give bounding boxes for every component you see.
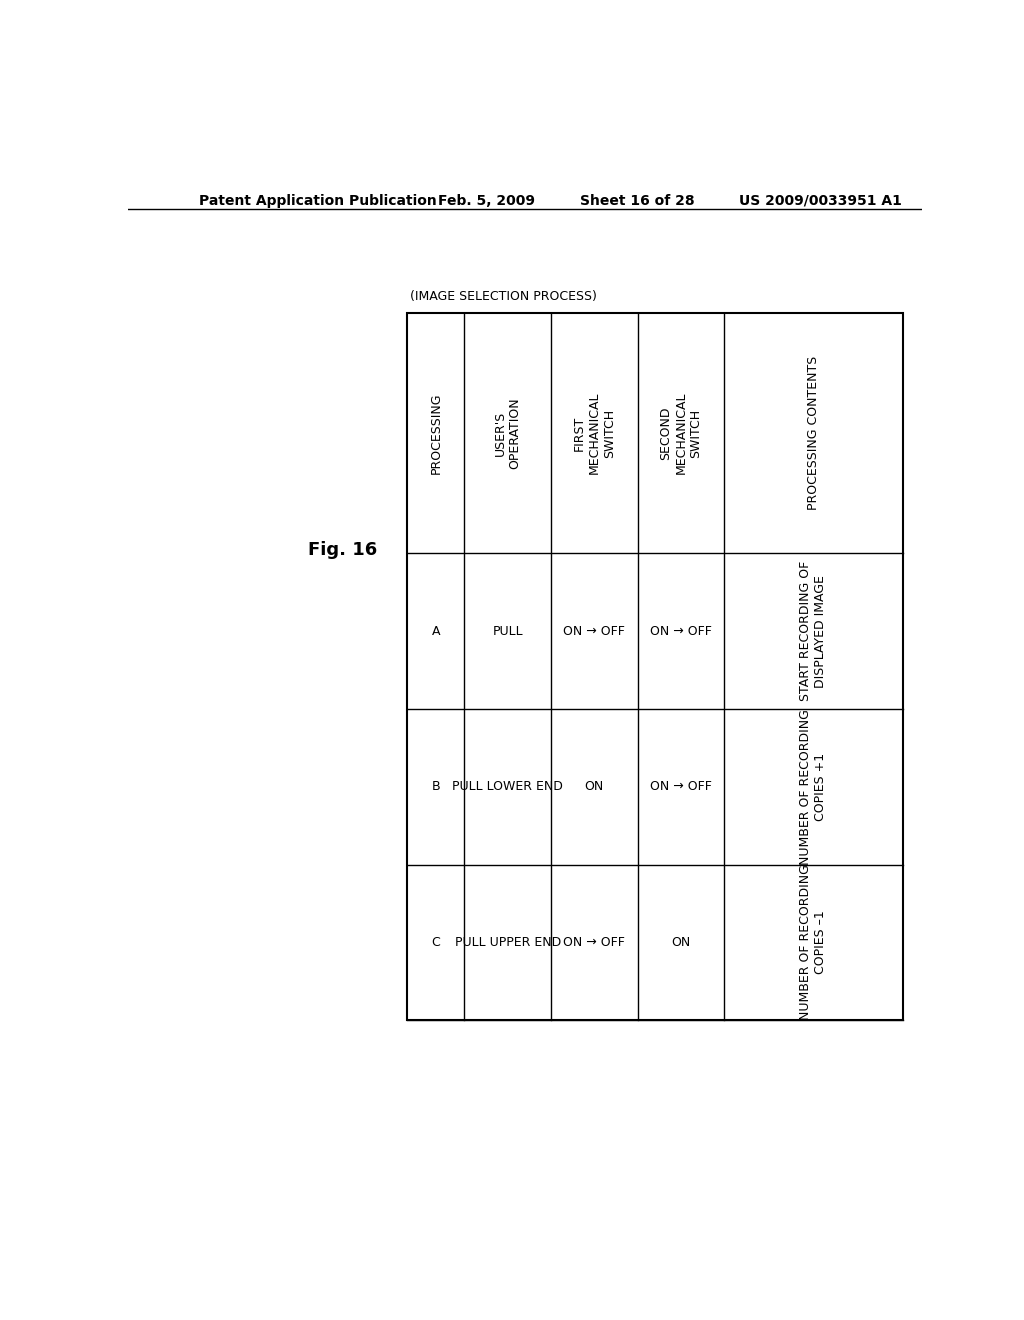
Text: PROCESSING CONTENTS: PROCESSING CONTENTS <box>807 356 820 511</box>
Text: Patent Application Publication: Patent Application Publication <box>200 194 437 209</box>
Text: ON → OFF: ON → OFF <box>650 624 712 638</box>
Text: (IMAGE SELECTION PROCESS): (IMAGE SELECTION PROCESS) <box>410 289 597 302</box>
Text: ON → OFF: ON → OFF <box>650 780 712 793</box>
Text: ON: ON <box>672 936 690 949</box>
Text: Fig. 16: Fig. 16 <box>307 541 377 558</box>
Text: PULL UPPER END: PULL UPPER END <box>455 936 561 949</box>
Text: A: A <box>431 624 440 638</box>
Text: NUMBER OF RECORDING
COPIES +1: NUMBER OF RECORDING COPIES +1 <box>800 709 827 865</box>
Text: NUMBER OF RECORDING
COPIES –1: NUMBER OF RECORDING COPIES –1 <box>800 865 827 1020</box>
Text: Feb. 5, 2009: Feb. 5, 2009 <box>437 194 535 209</box>
Text: FIRST
MECHANICAL
SWITCH: FIRST MECHANICAL SWITCH <box>572 392 615 474</box>
Text: START RECORDING OF
DISPLAYED IMAGE: START RECORDING OF DISPLAYED IMAGE <box>800 561 827 701</box>
Text: C: C <box>431 936 440 949</box>
Text: US 2009/0033951 A1: US 2009/0033951 A1 <box>739 194 902 209</box>
Text: B: B <box>431 780 440 793</box>
Text: ON → OFF: ON → OFF <box>563 936 626 949</box>
Bar <box>408 313 902 1020</box>
Text: PULL: PULL <box>493 624 523 638</box>
Text: Sheet 16 of 28: Sheet 16 of 28 <box>581 194 695 209</box>
Text: PULL LOWER END: PULL LOWER END <box>453 780 563 793</box>
Text: SECOND
MECHANICAL
SWITCH: SECOND MECHANICAL SWITCH <box>659 392 702 474</box>
Text: USER'S
OPERATION: USER'S OPERATION <box>494 397 521 469</box>
Text: PROCESSING: PROCESSING <box>429 392 442 474</box>
Text: ON → OFF: ON → OFF <box>563 624 626 638</box>
Text: ON: ON <box>585 780 604 793</box>
